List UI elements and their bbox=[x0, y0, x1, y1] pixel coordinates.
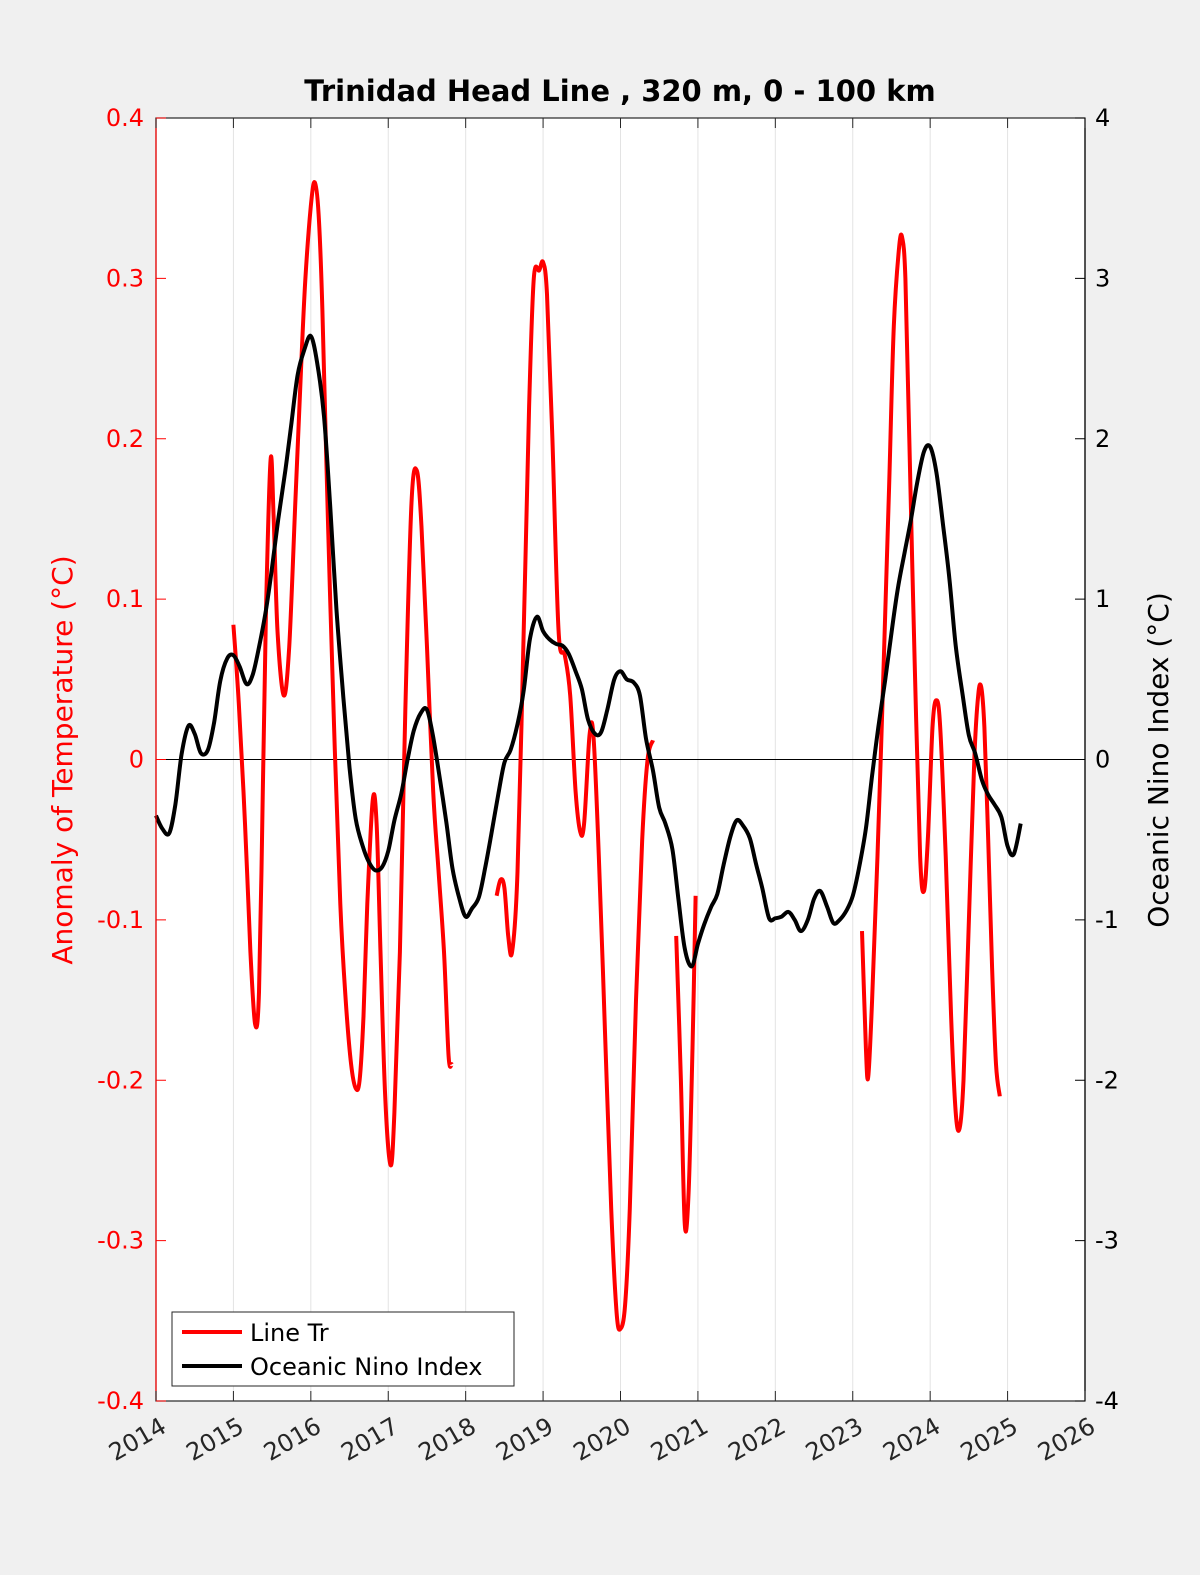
legend-box bbox=[171, 1311, 515, 1387]
y-right-tick-label: 0 bbox=[1095, 746, 1110, 774]
y-left-tick-label: -0.4 bbox=[97, 1387, 144, 1415]
series-layer bbox=[154, 180, 1023, 1332]
y-left-tick-label: 0.2 bbox=[106, 425, 144, 453]
y-right-tick-label: 3 bbox=[1095, 264, 1110, 292]
y-right-tick-label: 1 bbox=[1095, 585, 1110, 613]
y-right-tick-label: -2 bbox=[1095, 1066, 1119, 1094]
y-left-tick-label: 0.1 bbox=[106, 585, 144, 613]
series-line-tr-segment-4 bbox=[860, 232, 1002, 1133]
y-right-tick-label: 2 bbox=[1095, 425, 1110, 453]
y-left-tick-label: 0.3 bbox=[106, 264, 144, 292]
series-oceanic-nino-index-segment-1 bbox=[154, 333, 1023, 969]
y-left-tick-label: 0.4 bbox=[106, 104, 144, 132]
series-line-tr-segment-3 bbox=[674, 895, 698, 1234]
y-left-tick-label: -0.3 bbox=[97, 1227, 144, 1255]
y-right-tick-label: -1 bbox=[1095, 906, 1119, 934]
legend: Line Tr Oceanic Nino Index bbox=[171, 1311, 515, 1387]
series-line-tr-segment-1 bbox=[231, 180, 454, 1168]
legend-label-oni: Oceanic Nino Index bbox=[250, 1353, 482, 1381]
y-left-tick-label: -0.1 bbox=[97, 906, 144, 934]
y-right-tick-label: -4 bbox=[1095, 1387, 1119, 1415]
legend-label-line-tr: Line Tr bbox=[250, 1319, 329, 1347]
chart-title: Trinidad Head Line , 320 m, 0 - 100 km bbox=[304, 74, 935, 108]
y-right-tick-label: 4 bbox=[1095, 104, 1110, 132]
y-left-tick-label: -0.2 bbox=[97, 1066, 144, 1094]
y-axis-label-left: Anomaly of Temperature (°C) bbox=[46, 555, 79, 964]
y-left-tick-label: 0 bbox=[129, 746, 144, 774]
y-right-tick-label: -3 bbox=[1095, 1227, 1119, 1255]
y-axis-label-right: Oceanic Nino Index (°C) bbox=[1142, 592, 1175, 928]
